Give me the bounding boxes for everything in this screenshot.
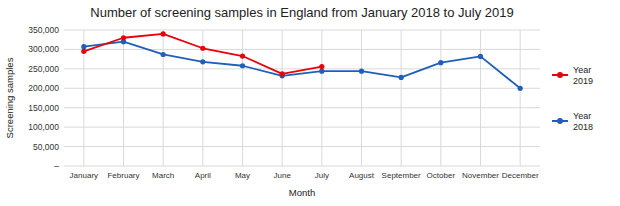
x-tick-label: August <box>349 171 375 180</box>
x-tick-label: July <box>315 171 329 180</box>
y-grid-line <box>64 166 540 167</box>
series-point <box>359 69 364 74</box>
series-line <box>84 42 520 89</box>
x-tick-label: November <box>462 171 499 180</box>
series-point <box>478 54 483 59</box>
series-point <box>240 53 245 58</box>
y-grid-line <box>64 30 540 31</box>
series-point <box>319 69 324 74</box>
y-tick-label: 100,000 <box>28 122 59 132</box>
legend-label: Year2018 <box>573 111 593 132</box>
series-point <box>280 71 285 76</box>
x-grid-line <box>480 30 481 166</box>
x-grid-line <box>401 30 402 166</box>
x-tick-label: April <box>195 171 211 180</box>
series-point <box>121 35 126 40</box>
y-grid-line <box>64 88 540 89</box>
legend: Year2019 Year2018 <box>552 65 593 132</box>
y-tick-label: 150,000 <box>28 103 59 113</box>
series-point <box>240 63 245 68</box>
y-tick-label: 50,000 <box>33 142 59 152</box>
title: Number of screening samples in England f… <box>90 5 513 20</box>
series-point <box>161 52 166 57</box>
y-grid-line <box>64 107 540 108</box>
legend-marker <box>557 72 563 78</box>
y-tick-label: 250,000 <box>28 64 59 74</box>
x-grid-line <box>361 30 362 166</box>
y-tick-label: 350,000 <box>28 25 59 35</box>
plot-area <box>81 31 523 91</box>
y-tick-label: 300,000 <box>28 44 59 54</box>
x-tick-label: September <box>382 171 421 180</box>
x-tick-label: June <box>273 171 291 180</box>
x-tick-label: January <box>70 171 98 180</box>
y-tick-label: – <box>54 161 59 171</box>
x-grid-line <box>321 30 322 166</box>
x-tick-label: December <box>502 171 539 180</box>
legend-label: Year2019 <box>573 65 593 86</box>
y-grid-line <box>64 49 540 50</box>
legend-marker <box>557 118 563 124</box>
grid <box>64 30 540 166</box>
x-tick-label: October <box>427 171 456 180</box>
x-axis-label: Month <box>289 187 315 198</box>
series-point <box>438 60 443 65</box>
x-grid-line <box>242 30 243 166</box>
series-line <box>84 34 322 74</box>
y-grid-line <box>64 68 540 69</box>
series-point <box>81 49 86 54</box>
series-point <box>161 31 166 36</box>
series-point <box>200 59 205 64</box>
x-grid-line <box>123 30 124 166</box>
x-tick-label: March <box>152 171 174 180</box>
x-grid-line <box>282 30 283 166</box>
x-tick-label: February <box>107 171 139 180</box>
x-grid-line <box>520 30 521 166</box>
series-point <box>399 75 404 80</box>
series-point <box>81 44 86 49</box>
series-point <box>518 86 523 91</box>
x-grid-line <box>163 30 164 166</box>
x-tick-label: May <box>235 171 250 180</box>
series-point <box>319 64 324 69</box>
y-grid-line <box>64 127 540 128</box>
series-point <box>200 46 205 51</box>
x-grid-line <box>440 30 441 166</box>
y-axis-label: Screening samples <box>4 57 15 138</box>
y-grid-line <box>64 146 540 147</box>
y-tick-label: 200,000 <box>28 83 59 93</box>
chart: Number of screening samples in England f… <box>0 0 620 206</box>
